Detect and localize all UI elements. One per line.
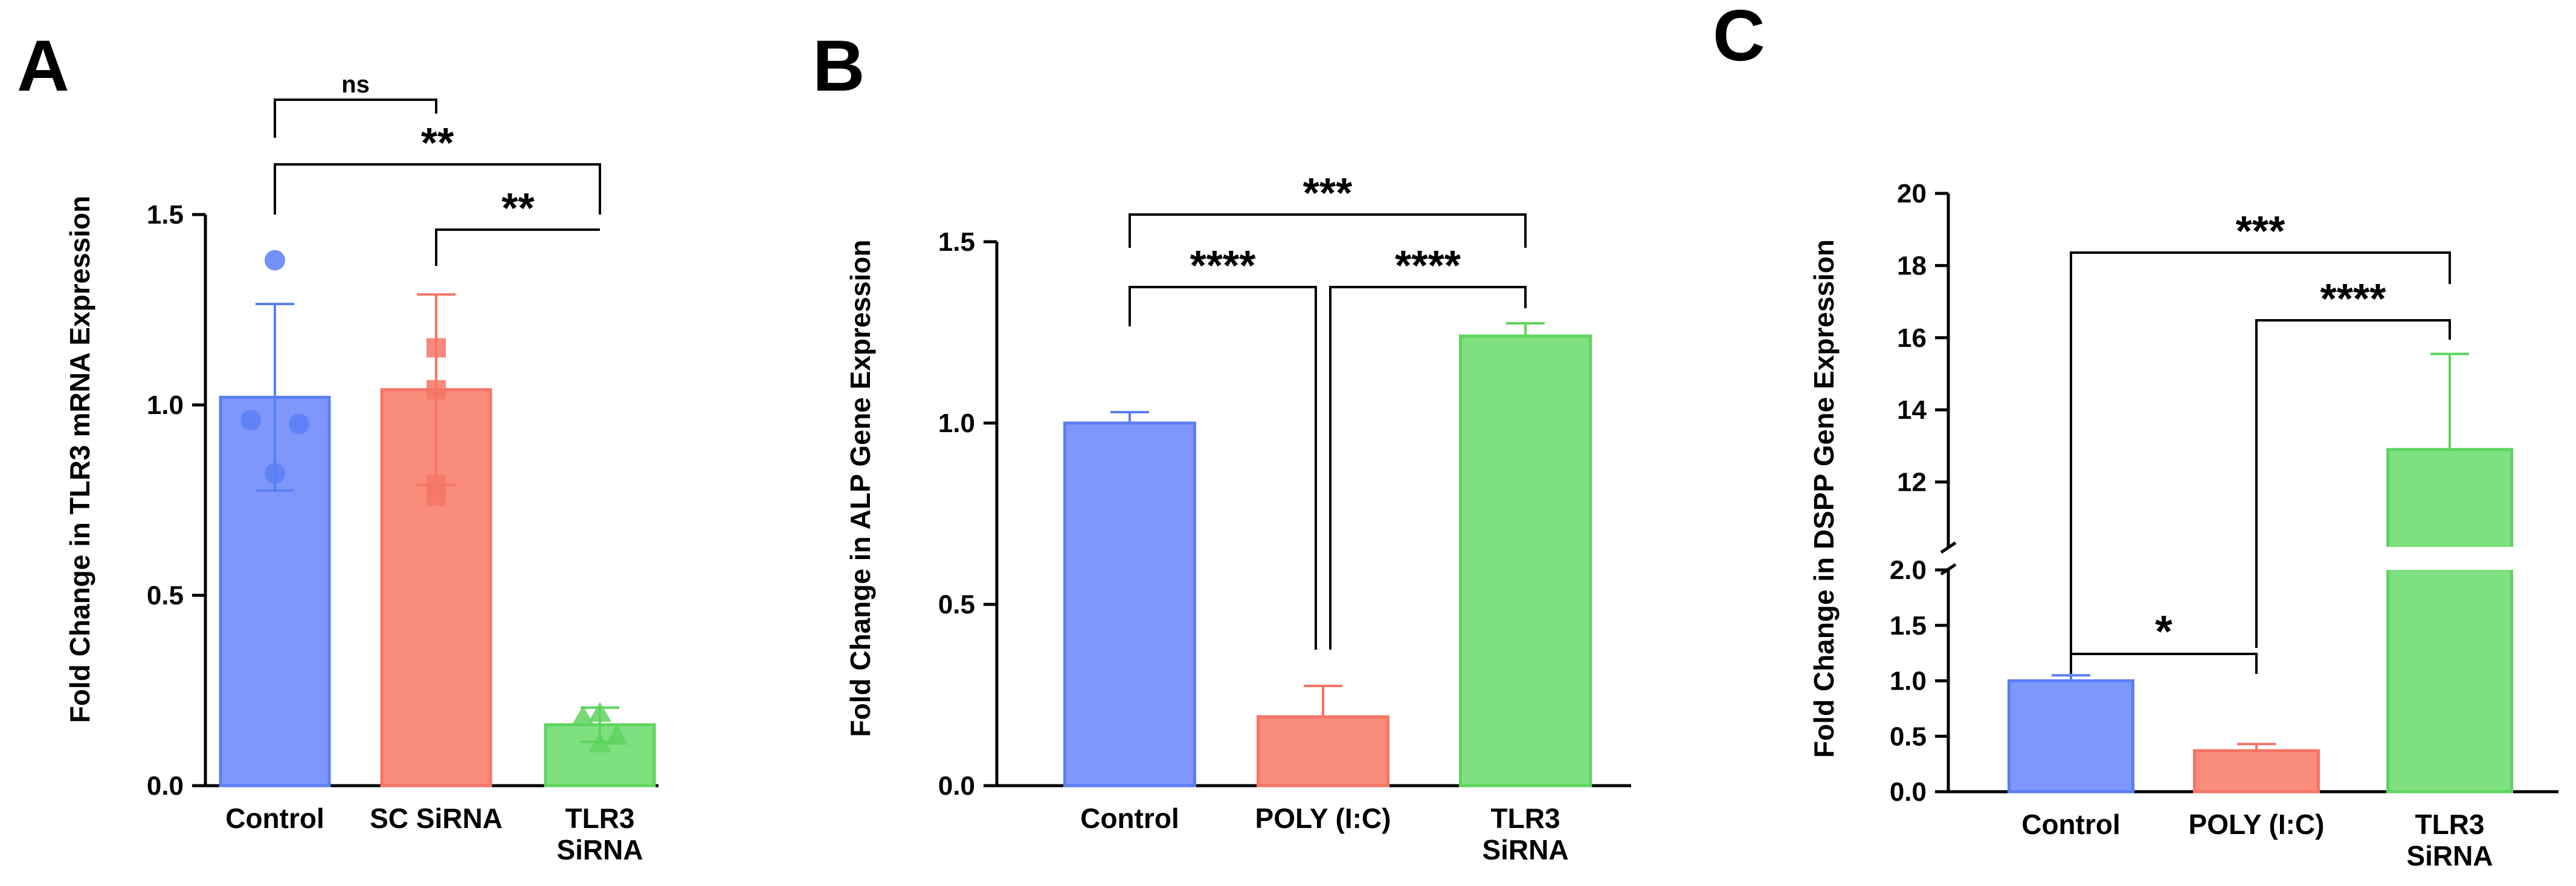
bars-a [219, 293, 656, 787]
significance-bracket-b [1129, 213, 1527, 248]
data-points-a [240, 250, 628, 752]
category-label-c: Control [2021, 809, 2120, 840]
significance-label-c: **** [2320, 275, 2387, 322]
data-point-a [588, 732, 611, 752]
data-point-a [427, 338, 446, 358]
data-point-a [427, 487, 446, 506]
significance-bracket-c [2070, 653, 2258, 674]
panel-c: C Fold Change in DSPP Gene Expression 0.… [1713, 0, 2558, 871]
significance-bracket-c [2070, 251, 2451, 654]
y-tick-label-c: 20 [1897, 179, 1927, 209]
y-axis-label-b: Fold Change in ALP Gene Expression [845, 239, 876, 737]
y-tick-label-c: 0.5 [1890, 722, 1927, 751]
category-label-b: Control [1080, 803, 1179, 834]
y-ticks-a: 0.0 0.5 1.0 1.5 [147, 200, 205, 801]
category-label-a: SC SiRNA [370, 803, 503, 834]
y-tick-label-c: 14 [1897, 395, 1927, 425]
significance-label-a: ** [501, 184, 535, 231]
bar-b [1063, 421, 1196, 787]
y-ticks-c: 0.0 0.5 1.0 1.5 2.0 12 14 16 18 20 [1890, 179, 1948, 807]
significance-bracket-b [1129, 286, 1317, 650]
y-tick-label-c: 18 [1897, 251, 1927, 280]
y-tick-label-a: 1.5 [147, 200, 184, 230]
data-point-a [588, 702, 611, 722]
y-tick-label-c: 0.0 [1890, 777, 1927, 807]
category-label-c: TLR3 [2415, 809, 2485, 840]
y-tick-label-a: 0.0 [147, 771, 184, 801]
significance-brackets-b: ******* **** [1129, 169, 1527, 650]
bar-c [2008, 679, 2134, 794]
bar-c [2386, 448, 2513, 794]
category-label-a: SiRNA [556, 834, 643, 865]
axis-break-mark-upper [1940, 541, 1957, 554]
significance-label-c: *** [2236, 207, 2285, 254]
significance-label-c: * [2155, 606, 2172, 656]
significance-label-a: ** [421, 119, 454, 166]
y-tick-label-b: 1.5 [938, 227, 975, 257]
category-label-b: SiRNA [1482, 834, 1568, 865]
bar-b [1257, 715, 1389, 787]
significance-label-b: **** [1395, 242, 1461, 289]
y-tick-label-a: 0.5 [147, 581, 184, 610]
data-point-a [289, 413, 309, 435]
y-tick-label-a: 1.0 [147, 390, 184, 420]
data-point-a [427, 380, 446, 399]
y-tick-label-c: 1.5 [1890, 611, 1927, 641]
category-label-a: Control [225, 803, 324, 834]
significance-bracket-c [2255, 319, 2451, 648]
data-point-a [605, 725, 628, 745]
significance-bracket-b [1329, 286, 1527, 650]
significance-brackets-a: ns ** ** [274, 71, 601, 266]
category-label-a: TLR3 [565, 803, 635, 834]
y-ticks-b: 0.0 0.5 1.0 1.5 [938, 227, 997, 801]
bar-b [1459, 334, 1592, 787]
bar-c [2193, 749, 2320, 794]
y-tick-label-c: 12 [1897, 468, 1927, 497]
category-label-b: POLY (I:C) [1255, 803, 1391, 834]
category-label-c: POLY (I:C) [2189, 809, 2325, 840]
significance-bracket-a [274, 99, 437, 138]
significance-label-b: *** [1303, 169, 1353, 216]
data-point-a [572, 705, 594, 726]
significance-label-b: **** [1190, 242, 1257, 289]
category-label-c: SiRNA [2406, 840, 2493, 871]
bars-b [1063, 322, 1592, 787]
significance-bracket-a [435, 228, 600, 266]
y-tick-label-b: 0.0 [938, 771, 975, 801]
data-point-a [240, 410, 261, 431]
y-axis-label-a: Fold Change in TLR3 mRNA Expression [64, 196, 95, 723]
significance-brackets-c: ******** [2070, 207, 2451, 674]
category-label-b: TLR3 [1491, 803, 1560, 834]
data-point-a [265, 250, 285, 271]
y-tick-label-c: 2.0 [1890, 555, 1927, 585]
axis-break-gap [2385, 547, 2514, 570]
y-tick-label-c: 1.0 [1890, 667, 1927, 696]
data-point-a [265, 463, 285, 484]
panel-b: B Fold Change in ALP Gene Expression 0.0… [813, 25, 1631, 865]
panel-letter-c: C [1713, 0, 1765, 76]
significance-bracket-a [274, 163, 601, 215]
y-tick-label-b: 1.0 [938, 409, 975, 438]
panel-a: A Fold Change in TLR3 mRNA Expression 0.… [17, 25, 658, 865]
bars-c [2008, 352, 2514, 794]
panel-letter-b: B [813, 25, 865, 106]
significance-label-a: ns [341, 71, 370, 98]
y-axis-label-c: Fold Change in DSPP Gene Expression [1808, 239, 1840, 758]
panel-letter-a: A [17, 25, 69, 106]
y-tick-label-b: 0.5 [938, 590, 975, 619]
y-tick-label-c: 16 [1897, 323, 1927, 353]
